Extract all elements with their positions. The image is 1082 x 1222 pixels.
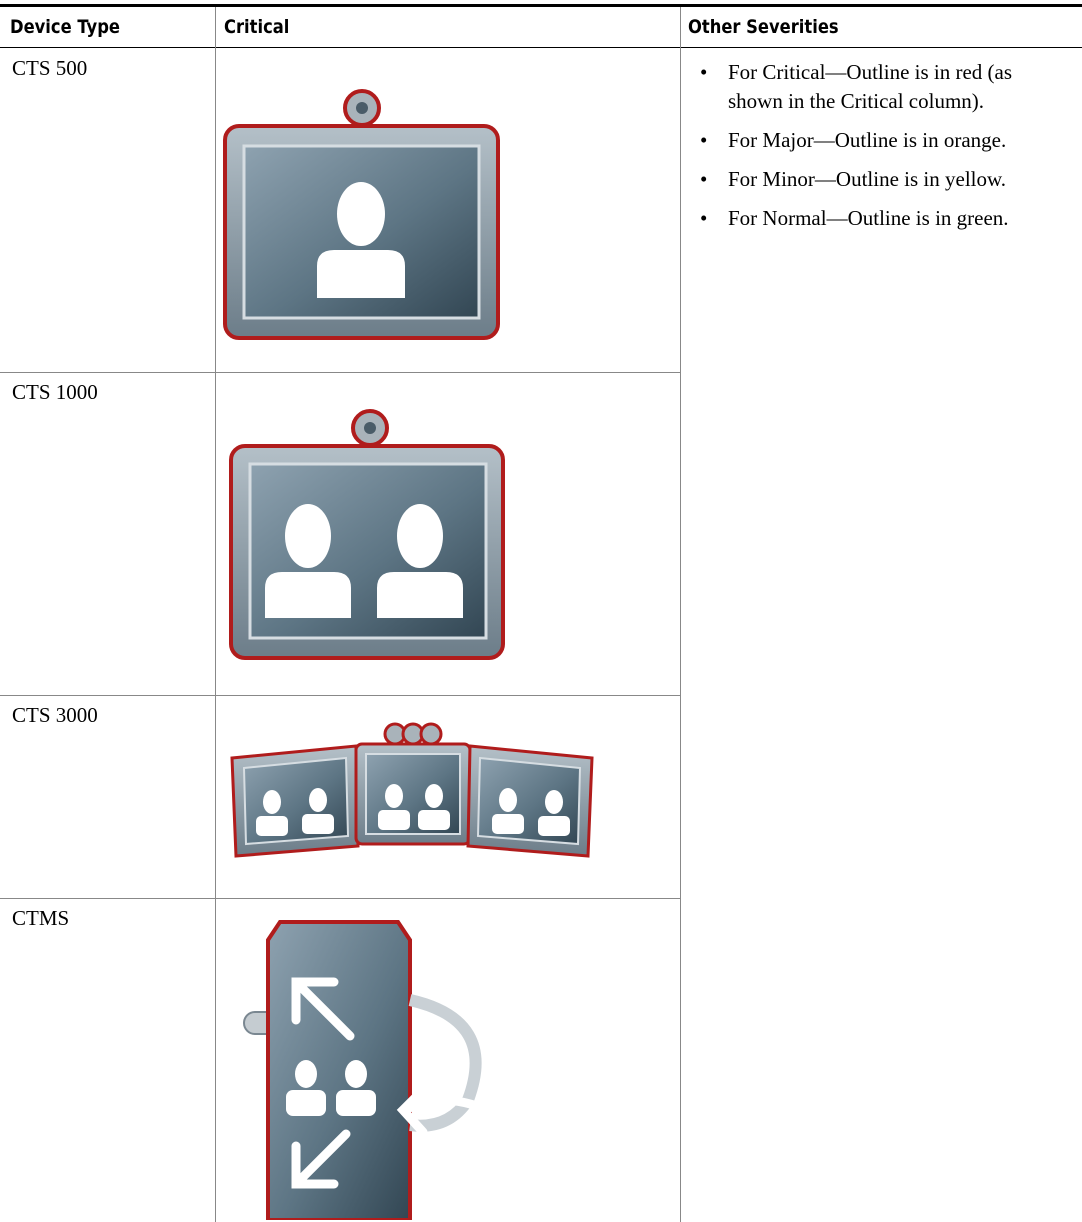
severity-item: For Major—Outline is in orange. bbox=[692, 126, 1067, 155]
severity-item: For Minor—Outline is in yellow. bbox=[692, 165, 1067, 194]
device-type: CTS 1000 bbox=[12, 380, 98, 404]
device-type: CTMS bbox=[12, 906, 70, 930]
header-cell: Device Type bbox=[10, 16, 120, 38]
row-rule bbox=[0, 695, 680, 696]
severity-item: For Normal—Outline is in green. bbox=[692, 204, 1067, 233]
row-rule bbox=[0, 898, 680, 899]
device-type: CTS 500 bbox=[12, 56, 88, 80]
column-rule bbox=[680, 7, 681, 1222]
header-cell: Other Severities bbox=[688, 16, 839, 38]
cts1000-icon bbox=[229, 409, 505, 660]
row-rule bbox=[0, 372, 680, 373]
header-cell: Critical bbox=[224, 16, 290, 38]
cts3000-icon bbox=[230, 722, 594, 858]
column-rule bbox=[215, 7, 216, 1222]
header-rule bbox=[0, 47, 1082, 48]
top-rule bbox=[0, 4, 1082, 7]
severity-list: For Critical—Outline is in red (as shown… bbox=[692, 52, 1067, 243]
severity-item: For Critical—Outline is in red (as shown… bbox=[692, 58, 1067, 116]
device-type: CTS 3000 bbox=[12, 703, 98, 727]
cts500-icon bbox=[223, 89, 500, 340]
ctms-icon bbox=[243, 920, 493, 1220]
